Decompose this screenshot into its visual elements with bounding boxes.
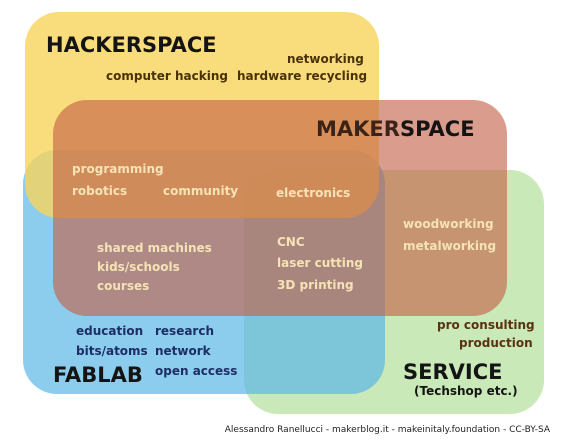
- makerspace-item-robotics: robotics: [72, 184, 128, 198]
- fablab-title: FABLAB: [53, 363, 143, 387]
- shared-item-laser-cutting: laser cutting: [277, 256, 363, 270]
- service-item-metalworking: metalworking: [403, 239, 497, 253]
- credit-line: Alessandro Ranellucci - makerblog.it - m…: [224, 425, 550, 435]
- hackerspace-item-hardware-recycling: hardware recycling: [237, 69, 368, 83]
- hackerspace-item-computer-hacking: computer hacking: [106, 69, 228, 83]
- fablab-item-research: research: [155, 324, 215, 338]
- shared-item-kids-schools: kids/schools: [97, 260, 180, 274]
- fablab-item-network: network: [155, 344, 211, 358]
- makerspace-item-electronics: electronics: [276, 186, 351, 200]
- makerspace-title-space: SPACE: [399, 117, 475, 141]
- makerspace-item-community: community: [163, 184, 239, 198]
- makerspace-title: MAKERSPACE: [316, 117, 475, 141]
- makerspace-title-maker: MAKER: [316, 117, 400, 141]
- service-title: SERVICE: [403, 360, 503, 384]
- service-subtitle: (Techshop etc.): [414, 384, 518, 398]
- shared-item-shared-machines: shared machines: [97, 241, 212, 255]
- shared-item-cnc: CNC: [277, 235, 305, 249]
- hackerspace-item-networking: networking: [287, 52, 364, 66]
- fablab-item-bits-atoms: bits/atoms: [76, 344, 148, 358]
- shared-item-3d-printing: 3D printing: [277, 278, 354, 292]
- service-item-pro-consulting: pro consulting: [437, 318, 535, 332]
- makerspace-region: [53, 100, 507, 316]
- service-item-production: production: [459, 336, 533, 350]
- fablab-item-education: education: [76, 324, 144, 338]
- makerspace-item-programming: programming: [72, 162, 164, 176]
- fablab-item-open-access: open access: [155, 364, 238, 378]
- service-item-woodworking: woodworking: [403, 217, 494, 231]
- shared-item-courses: courses: [97, 279, 150, 293]
- hackerspace-title: HACKERSPACE: [46, 33, 217, 57]
